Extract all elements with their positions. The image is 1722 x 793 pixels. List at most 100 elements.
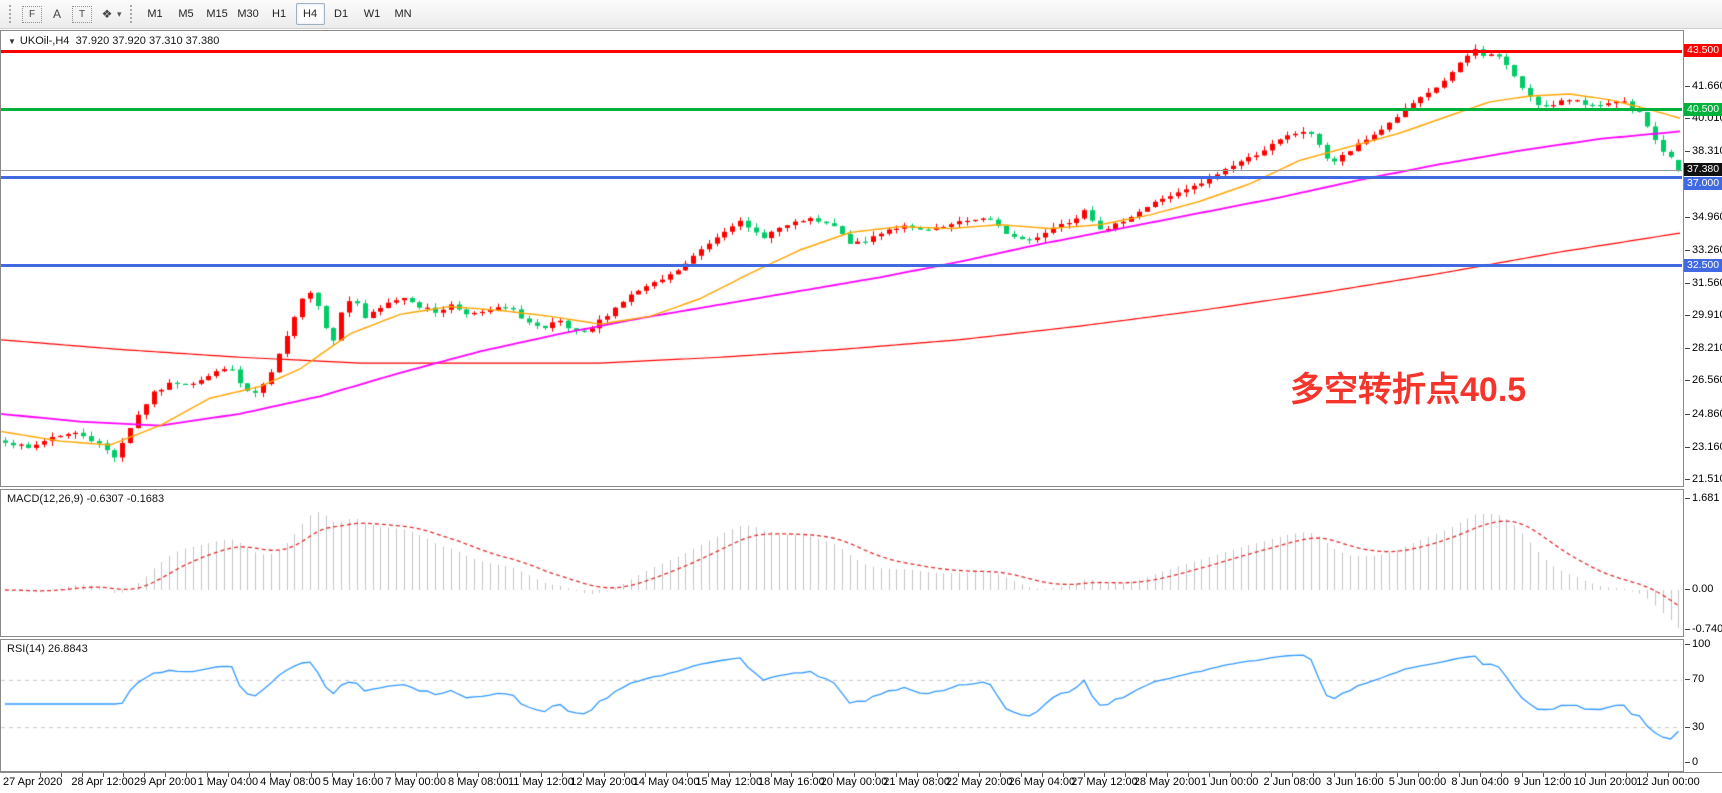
time-axis-tick: [583, 773, 584, 777]
time-axis-tick: [1585, 773, 1586, 777]
date-label: 29 Apr 20:00: [134, 776, 197, 788]
time-axis-tick: [1167, 773, 1168, 777]
time-axis-tick: [40, 773, 41, 777]
colors-tool-icon[interactable]: ❖: [101, 7, 113, 21]
time-axis-tick: [958, 773, 959, 777]
macd-label: MACD(12,26,9): [7, 493, 84, 505]
date-label: 5 May 16:00: [322, 776, 384, 788]
label-tool-icon[interactable]: A: [52, 7, 61, 21]
date-label: 2 Jun 08:00: [1263, 776, 1322, 788]
time-axis-tick: [353, 773, 354, 777]
date-label: 21 May 08:00: [883, 776, 950, 788]
time-axis-tick: [1084, 773, 1085, 777]
price-badge: 37.380: [1684, 163, 1722, 176]
price-tick-label: 38.310: [1685, 145, 1722, 157]
rsi-tick-label: 30: [1685, 721, 1704, 733]
time-axis-tick: [1021, 773, 1022, 777]
time-axis-tick: [61, 773, 62, 777]
time-axis-tick: [499, 773, 500, 777]
time-axis-tick: [1209, 773, 1210, 777]
time-axis-tick: [979, 773, 980, 777]
macd-tick-label: -0.7408: [1685, 623, 1722, 635]
time-axis-tick: [186, 773, 187, 777]
timeframe-button-W1[interactable]: W1: [363, 8, 381, 20]
timeframe-button-M5[interactable]: M5: [178, 8, 194, 20]
time-axis-tick: [1271, 773, 1272, 777]
time-axis-tick: [1146, 773, 1147, 777]
time-axis-tick: [1125, 773, 1126, 777]
price-tick-label: 23.160: [1685, 441, 1722, 453]
time-axis-tick: [520, 773, 521, 777]
selection-frame-icon[interactable]: F: [22, 5, 42, 23]
price-tick-label: 26.560: [1685, 374, 1722, 386]
horizontal-level-line[interactable]: [1, 170, 1682, 171]
time-axis-tick: [1459, 773, 1460, 777]
price-tick-label: 33.260: [1685, 244, 1722, 256]
time-axis-tick: [478, 773, 479, 777]
horizontal-level-line[interactable]: [1, 264, 1682, 267]
price-tick-label: 31.560: [1685, 277, 1722, 289]
time-axis-tick: [604, 773, 605, 777]
chart-dropdown-icon[interactable]: ▼: [8, 37, 16, 46]
time-axis-tick: [854, 773, 855, 777]
date-label: 1 Jun 00:00: [1200, 776, 1259, 788]
time-axis-tick: [1543, 773, 1544, 777]
price-tick-label: 41.660: [1685, 80, 1722, 92]
time-axis-tick: [1647, 773, 1648, 777]
date-label: 27 Apr 2020: [3, 776, 63, 788]
time-axis-tick: [374, 773, 375, 777]
timeframe-button-M30[interactable]: M30: [237, 8, 259, 20]
time-axis-tick: [687, 773, 688, 777]
time-axis-tick: [1000, 773, 1001, 777]
chart-text-annotation[interactable]: 多空转折点40.5: [1290, 371, 1527, 409]
text-tool-icon[interactable]: T: [72, 5, 92, 23]
horizontal-level-line[interactable]: [1, 176, 1682, 179]
time-axis-tick: [708, 773, 709, 777]
price-badge: 32.500: [1684, 259, 1722, 272]
time-axis-tick: [1251, 773, 1252, 777]
date-label: 1 May 04:00: [197, 776, 259, 788]
time-axis-tick: [624, 773, 625, 777]
time-axis-tick: [395, 773, 396, 777]
time-axis[interactable]: [0, 772, 1722, 793]
time-axis-tick: [729, 773, 730, 777]
timeframe-button-H4[interactable]: H4: [295, 3, 325, 25]
time-axis-tick: [437, 773, 438, 777]
time-axis-tick: [645, 773, 646, 777]
time-axis-tick: [750, 773, 751, 777]
time-axis-tick: [562, 773, 563, 777]
horizontal-level-line[interactable]: [1, 50, 1682, 53]
time-axis-tick: [1501, 773, 1502, 777]
timeframe-button-D1[interactable]: D1: [334, 8, 349, 20]
date-label: 11 May 12:00: [508, 776, 574, 788]
time-axis-tick: [1334, 773, 1335, 777]
time-axis-tick: [1668, 773, 1669, 777]
date-label: 4 May 08:00: [260, 776, 321, 788]
toolbar-grip[interactable]: [129, 5, 134, 23]
time-axis-tick: [1188, 773, 1189, 777]
timeframe-button-MN[interactable]: MN: [394, 8, 412, 20]
time-axis-tick: [1104, 773, 1105, 777]
dropdown-caret-icon[interactable]: ▾: [117, 8, 122, 19]
toolbar-grip[interactable]: [9, 5, 13, 23]
date-label: 12 Jun 00:00: [1636, 776, 1700, 788]
horizontal-level-line[interactable]: [1, 108, 1682, 111]
date-label: 9 Jun 12:00: [1514, 776, 1572, 788]
timeframe-button-H1[interactable]: H1: [272, 8, 287, 20]
rsi-tick-label: 0: [1685, 756, 1698, 768]
time-axis-tick: [270, 773, 271, 777]
time-axis-tick: [457, 773, 458, 777]
time-axis-tick: [541, 773, 542, 777]
rsi-values: 26.8843: [47, 643, 88, 655]
timeframe-button-M1[interactable]: M1: [147, 8, 163, 20]
macd-tick-label: 1.681: [1685, 492, 1720, 504]
time-axis-tick: [290, 773, 291, 777]
time-axis-tick: [1438, 773, 1439, 777]
macd-title: MACD(12,26,9) -0.6307 -0.1683: [7, 493, 164, 505]
time-axis-tick: [1376, 773, 1377, 777]
date-label: 28 May 20:00: [1133, 776, 1201, 788]
time-axis-tick: [103, 773, 104, 777]
timeframe-button-M15[interactable]: M15: [206, 8, 228, 20]
